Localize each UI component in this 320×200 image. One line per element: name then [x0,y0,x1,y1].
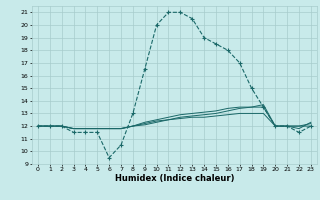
X-axis label: Humidex (Indice chaleur): Humidex (Indice chaleur) [115,174,234,183]
